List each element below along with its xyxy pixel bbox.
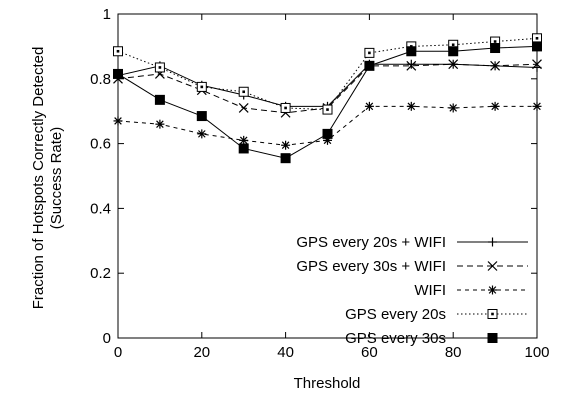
series-5 — [113, 41, 542, 164]
data-point — [406, 101, 416, 111]
y-tick-label: 0 — [103, 330, 111, 347]
x-tick-label: 40 — [277, 344, 294, 361]
plot-frame — [117, 13, 538, 339]
data-point — [406, 60, 417, 71]
data-point — [113, 46, 123, 57]
legend-marker — [488, 237, 497, 247]
y-axis-label-line-2: (Success Rate) — [48, 127, 65, 230]
data-point — [322, 128, 333, 139]
x-axis-label: Threshold — [294, 375, 361, 392]
data-point — [448, 59, 459, 70]
legend-entry: WIFI — [414, 282, 528, 299]
x-tick-label: 100 — [524, 344, 549, 361]
data-point — [532, 59, 542, 70]
data-point — [532, 101, 542, 111]
data-point — [364, 47, 375, 58]
data-point — [238, 86, 249, 97]
x-tick-label: 20 — [193, 344, 210, 361]
legend: GPS every 20s + WIFI GPS every 30s + WIFI… — [296, 234, 528, 347]
series-layer — [113, 33, 542, 164]
data-point — [448, 46, 459, 57]
y-tick-label: 1 — [103, 6, 111, 23]
legend-marker — [487, 261, 498, 271]
legend-entry: GPS every 20s + WIFI — [296, 234, 528, 251]
series-1 — [113, 59, 542, 111]
data-point — [196, 111, 207, 122]
legend-entry: GPS every 30s — [345, 330, 528, 347]
data-point — [532, 41, 542, 52]
data-point — [113, 68, 123, 79]
y-axis-label-line-1: Fraction of Hotspots Correctly Detected — [30, 47, 47, 310]
y-tick-label: 0.4 — [90, 200, 111, 217]
data-point — [448, 103, 458, 113]
legend-marker — [488, 285, 497, 295]
y-tick-label: 0.6 — [90, 136, 111, 153]
data-point — [490, 43, 501, 54]
legend-label: WIFI — [414, 282, 446, 299]
data-point — [406, 59, 416, 69]
x-tick-label: 60 — [361, 344, 378, 361]
legend-marker — [487, 333, 498, 343]
x-tick-label: 0 — [114, 344, 122, 361]
x-tick-label: 80 — [445, 344, 462, 361]
series-4 — [113, 33, 542, 115]
data-point — [154, 62, 165, 73]
data-point — [490, 60, 501, 71]
data-point — [238, 143, 249, 154]
data-point — [196, 81, 207, 92]
data-point — [490, 101, 500, 111]
legend-label: GPS every 30s — [345, 330, 446, 347]
data-point — [280, 153, 291, 164]
legend-label: GPS every 20s — [345, 306, 446, 323]
data-point — [364, 60, 375, 71]
data-point — [113, 116, 123, 126]
series-line — [117, 63, 538, 107]
data-point — [239, 135, 249, 145]
data-point — [322, 104, 333, 115]
data-point — [280, 102, 291, 113]
data-point — [155, 119, 165, 129]
legend-label: GPS every 30s + WIFI — [296, 258, 446, 275]
chart-axes: 0 20 40 60 80 100 0 0.2 0.4 0.6 0.8 1 — [90, 6, 549, 361]
data-point — [154, 94, 165, 105]
data-point — [364, 101, 374, 111]
legend-entry: GPS every 20s — [345, 306, 528, 323]
y-tick-label: 0.2 — [90, 265, 111, 282]
data-point — [406, 46, 417, 57]
series-line — [117, 37, 538, 111]
legend-entry: GPS every 30s + WIFI — [296, 258, 528, 275]
data-point — [197, 129, 207, 139]
legend-label: GPS every 20s + WIFI — [296, 234, 446, 251]
series-line — [117, 63, 538, 114]
y-tick-label: 0.8 — [90, 71, 111, 88]
data-point — [281, 140, 291, 150]
data-point — [238, 103, 249, 113]
legend-marker — [487, 309, 498, 319]
